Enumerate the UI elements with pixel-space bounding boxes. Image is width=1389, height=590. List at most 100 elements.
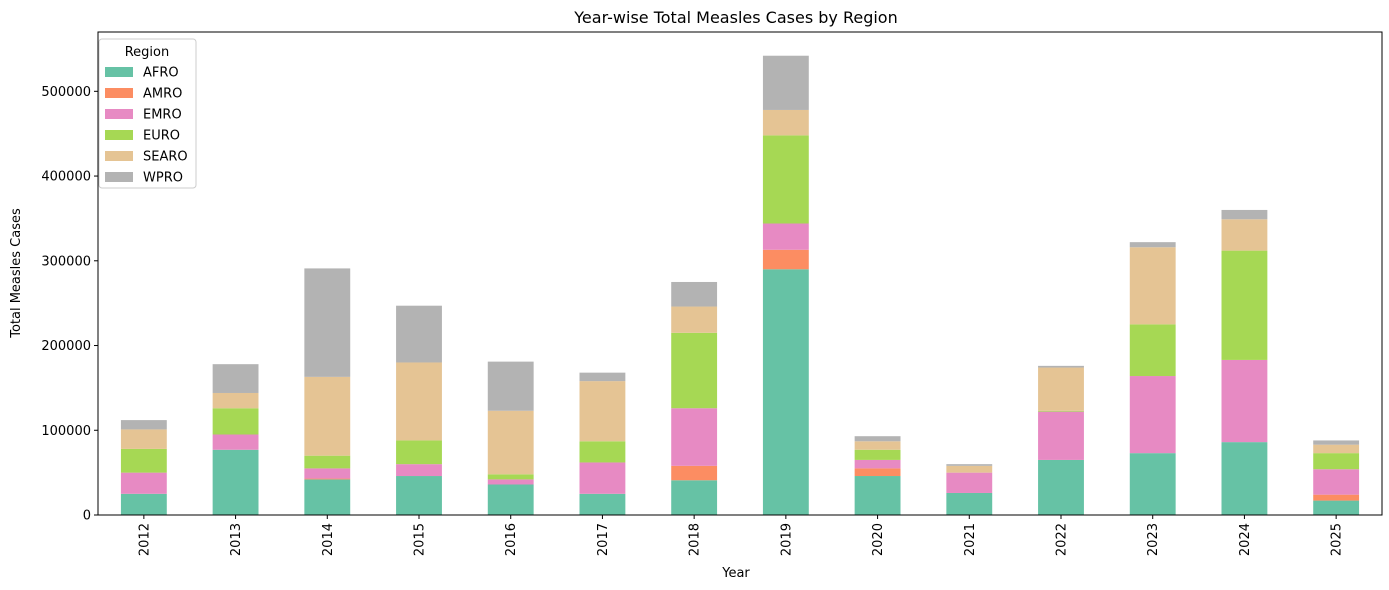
legend-label-wpro: WPRO xyxy=(143,171,183,186)
bar-wpro-2017 xyxy=(579,372,626,382)
bar-wpro-2024 xyxy=(1221,209,1268,220)
bar-euro-2023 xyxy=(1129,324,1176,377)
bar-searo-2016 xyxy=(487,410,534,475)
bar-afro-2022 xyxy=(1038,459,1084,515)
bar-euro-2014 xyxy=(304,455,351,469)
bar-afro-2017 xyxy=(579,493,626,515)
legend-swatch-euro xyxy=(105,130,133,140)
bar-emro-2025 xyxy=(1313,469,1360,495)
y-tick-label: 400000 xyxy=(41,170,91,185)
bar-searo-2023 xyxy=(1129,247,1176,325)
bar-afro-2013 xyxy=(212,449,259,515)
bar-searo-2022 xyxy=(1038,367,1084,411)
bar-afro-2018 xyxy=(671,480,718,515)
y-tick-label: 200000 xyxy=(41,339,91,354)
x-tick-label-2021: 2021 xyxy=(963,523,978,556)
bar-searo-2021 xyxy=(946,465,993,473)
bar-euro-2019 xyxy=(762,135,809,224)
bar-afro-2015 xyxy=(396,476,442,515)
legend-swatch-emro xyxy=(105,109,133,119)
legend-title: Region xyxy=(125,45,170,60)
bar-euro-2013 xyxy=(212,408,259,435)
bar-searo-2013 xyxy=(212,392,259,409)
bar-afro-2021 xyxy=(946,492,993,515)
x-tick-label-2016: 2016 xyxy=(504,523,519,556)
bar-emro-2023 xyxy=(1129,376,1176,454)
bar-searo-2017 xyxy=(579,381,626,442)
bar-emro-2024 xyxy=(1221,359,1268,443)
legend-label-searo: SEARO xyxy=(143,150,188,165)
bar-wpro-2013 xyxy=(212,364,259,393)
x-tick-label-2017: 2017 xyxy=(596,523,611,556)
x-tick-label-2018: 2018 xyxy=(688,523,703,556)
x-tick-label-2024: 2024 xyxy=(1238,523,1253,556)
bar-searo-2018 xyxy=(671,306,718,333)
x-tick-label-2020: 2020 xyxy=(871,523,886,556)
legend: Region AFRO AMRO EMRO EURO SEARO WPRO xyxy=(98,38,197,189)
bar-wpro-2023 xyxy=(1129,242,1176,248)
x-axis-label: Year xyxy=(721,566,750,581)
y-axis-label: Total Measles Cases xyxy=(9,208,24,339)
bar-wpro-2020 xyxy=(854,436,901,442)
legend-label-amro: AMRO xyxy=(143,87,182,102)
plot-frame xyxy=(97,31,1383,516)
bar-euro-2015 xyxy=(396,440,442,465)
bar-emro-2017 xyxy=(579,462,626,494)
bar-emro-2015 xyxy=(396,464,442,477)
bar-euro-2020 xyxy=(854,449,901,460)
bar-amro-2018 xyxy=(671,465,718,481)
x-tick-label-2019: 2019 xyxy=(779,523,794,556)
bar-wpro-2025 xyxy=(1313,440,1360,445)
y-tick-label: 500000 xyxy=(41,85,91,100)
y-tick-label: 300000 xyxy=(41,254,91,269)
bar-amro-2014 xyxy=(304,478,351,480)
bar-amro-2025 xyxy=(1313,494,1360,501)
bar-searo-2020 xyxy=(854,441,901,450)
bar-euro-2018 xyxy=(671,332,718,409)
bar-wpro-2022 xyxy=(1038,365,1084,368)
bar-wpro-2015 xyxy=(396,305,442,363)
bars-group xyxy=(120,55,1360,515)
bar-euro-2025 xyxy=(1313,453,1360,470)
x-tick-label-2015: 2015 xyxy=(413,523,428,556)
bar-amro-2019 xyxy=(762,249,809,270)
x-tick-label-2022: 2022 xyxy=(1055,523,1070,556)
bar-emro-2020 xyxy=(854,459,901,469)
bar-euro-2016 xyxy=(487,474,534,480)
bar-wpro-2014 xyxy=(304,268,351,377)
bar-afro-2016 xyxy=(487,484,534,515)
legend-swatch-searo xyxy=(105,151,133,161)
bar-euro-2022 xyxy=(1038,410,1084,412)
legend-swatch-amro xyxy=(105,88,133,98)
bar-emro-2013 xyxy=(212,434,259,450)
x-tick-label-2025: 2025 xyxy=(1330,523,1345,556)
bar-searo-2025 xyxy=(1313,444,1360,454)
legend-label-euro: EURO xyxy=(143,129,180,144)
bar-emro-2014 xyxy=(304,468,351,479)
bar-emro-2022 xyxy=(1038,411,1084,460)
y-axis: 0 100000 200000 300000 400000 500000 xyxy=(41,85,98,524)
bar-euro-2012 xyxy=(120,448,167,473)
bar-searo-2024 xyxy=(1221,219,1268,251)
bar-emro-2012 xyxy=(120,472,167,494)
bar-emro-2019 xyxy=(762,223,809,250)
y-tick-label: 100000 xyxy=(41,424,91,439)
bar-afro-2025 xyxy=(1313,500,1360,515)
bar-searo-2014 xyxy=(304,376,351,456)
bar-afro-2020 xyxy=(854,476,901,515)
legend-swatch-afro xyxy=(105,67,133,77)
x-tick-label-2014: 2014 xyxy=(321,523,336,556)
bar-wpro-2019 xyxy=(762,55,809,110)
bar-afro-2023 xyxy=(1129,453,1176,515)
legend-swatch-wpro xyxy=(105,172,133,182)
legend-label-afro: AFRO xyxy=(143,66,179,81)
bar-emro-2016 xyxy=(487,479,534,485)
y-tick-label: 0 xyxy=(83,509,91,524)
bar-afro-2012 xyxy=(120,493,167,515)
bar-wpro-2012 xyxy=(120,420,167,430)
bar-euro-2024 xyxy=(1221,250,1268,360)
bar-wpro-2016 xyxy=(487,361,534,411)
x-tick-label-2013: 2013 xyxy=(229,523,244,556)
bar-searo-2012 xyxy=(120,429,167,449)
